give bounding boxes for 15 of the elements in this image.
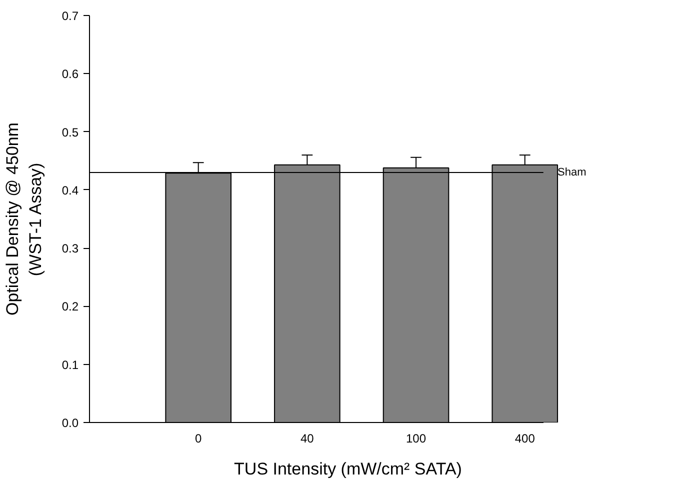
- y-tick-label: 0.5: [62, 125, 79, 140]
- y-tick-label: 0.7: [62, 9, 79, 23]
- y-tick-label: 0.3: [62, 242, 79, 256]
- y-tick-label: 0.1: [62, 358, 79, 372]
- y-tick-label: 0.4: [62, 183, 79, 198]
- y-tick-label: 0.0: [62, 416, 79, 430]
- y-axis-title: Optical Density @ 450nm (WST-1 Assay): [3, 122, 45, 316]
- x-tick-label: 40: [300, 432, 314, 446]
- x-tick-label: 0: [195, 432, 202, 446]
- y-tick-label: 0.2: [62, 300, 79, 314]
- ref-line-label: Sham: [558, 166, 586, 178]
- x-tick-label: 400: [514, 432, 536, 446]
- x-axis-title: TUS Intensity (mW/cm² SATA): [234, 460, 462, 478]
- x-tick-label: 100: [406, 432, 426, 446]
- y-tick-label: 0.6: [62, 67, 79, 82]
